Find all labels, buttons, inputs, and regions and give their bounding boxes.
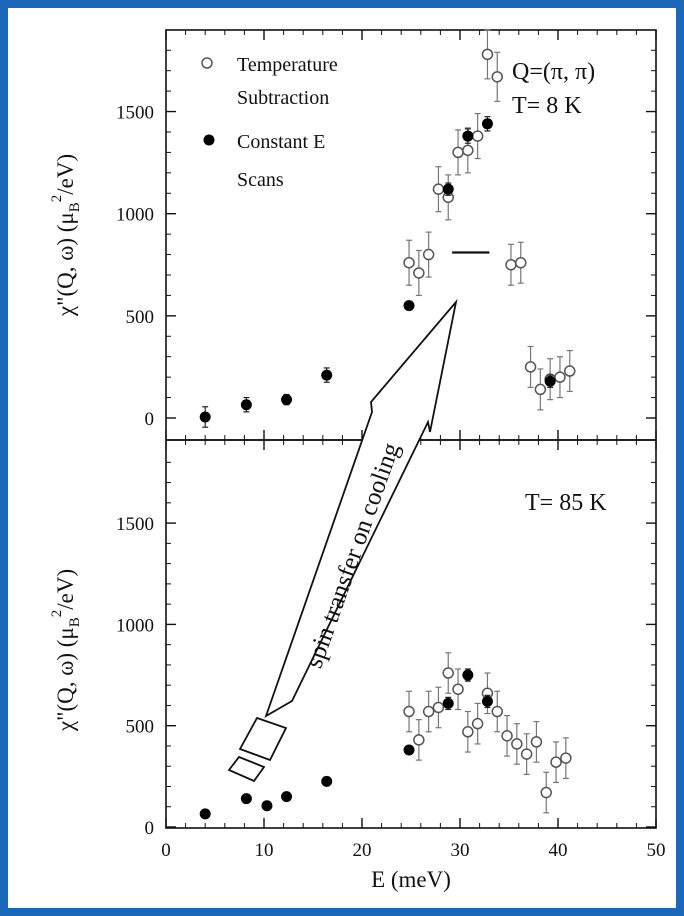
bottom-xlabel: E (meV) bbox=[371, 867, 451, 892]
top-open-point bbox=[432, 183, 445, 195]
top-open-point bbox=[505, 259, 517, 271]
bottom-filled-point bbox=[481, 695, 493, 707]
top-open-point bbox=[481, 48, 494, 61]
bottom-ytick-label: 1000 bbox=[116, 615, 154, 636]
top-open-point bbox=[403, 256, 415, 269]
arrow-body bbox=[264, 298, 458, 718]
top-q-annotation: Q=(π, π) bbox=[512, 59, 595, 85]
legend-open-marker bbox=[201, 57, 213, 69]
top-open-point bbox=[462, 144, 474, 157]
bottom-filled-point bbox=[240, 793, 252, 805]
bottom-open-point bbox=[550, 756, 562, 768]
bottom-open-point bbox=[422, 705, 435, 718]
bottom-filled-point bbox=[403, 744, 415, 756]
top-filled-point bbox=[321, 369, 333, 381]
bottom-xtick-label: 0 bbox=[161, 840, 171, 861]
bottom-open-point bbox=[462, 726, 474, 738]
bottom-open-point bbox=[501, 730, 513, 742]
bottom-xtick-label: 20 bbox=[353, 840, 372, 861]
top-filled-point bbox=[403, 300, 415, 312]
legend-label-constant-e: Constant E bbox=[237, 131, 325, 153]
bottom-open-point bbox=[530, 736, 543, 748]
bottom-open-point bbox=[452, 683, 464, 695]
bottom-open-point bbox=[432, 701, 445, 714]
top-open-point bbox=[554, 371, 566, 383]
top-filled-point bbox=[442, 183, 454, 195]
bottom-t-annotation: T= 85 K bbox=[525, 490, 607, 516]
legend-filled-marker bbox=[203, 134, 215, 146]
bottom-open-point bbox=[471, 717, 484, 730]
top-open-point bbox=[515, 256, 527, 269]
spin-transfer-arrow: spin transfer on cooling bbox=[227, 298, 458, 783]
top-open-point bbox=[413, 267, 425, 279]
top-t-annotation: T= 8 K bbox=[512, 93, 582, 119]
legend-label-scans: Scans bbox=[237, 169, 284, 191]
top-ytick-label: 1000 bbox=[116, 205, 154, 226]
top-open-point bbox=[491, 71, 503, 83]
arrow-dash-1 bbox=[238, 716, 288, 762]
legend-label-subtraction: Subtraction bbox=[237, 87, 329, 109]
top-ylabel: χ"(Q, ω) (μB2/eV) bbox=[49, 154, 83, 317]
legend-label-temperature: Temperature bbox=[237, 54, 338, 76]
bottom-open-point bbox=[520, 748, 533, 760]
bottom-xtick-label: 50 bbox=[647, 840, 666, 861]
bottom-ytick-label: 1500 bbox=[116, 514, 154, 535]
arrow-dash-2 bbox=[227, 755, 266, 783]
bottom-xtick-label: 30 bbox=[451, 840, 470, 861]
bottom-filled-point bbox=[442, 697, 454, 709]
bottom-open-point bbox=[403, 705, 415, 718]
bottom-xtick-label: 40 bbox=[549, 840, 568, 861]
bottom-open-point bbox=[413, 734, 425, 746]
bottom-xtick-label: 10 bbox=[255, 840, 274, 861]
bottom-open-point bbox=[511, 738, 523, 750]
top-filled-point bbox=[240, 399, 252, 411]
legend: Temperature Subtraction Constant E Scans bbox=[201, 54, 338, 191]
bottom-filled-point bbox=[261, 800, 273, 812]
top-open-point bbox=[524, 361, 537, 373]
top-open-point bbox=[534, 383, 547, 396]
top-ytick-label: 1500 bbox=[116, 103, 154, 124]
bottom-ylabel: χ"(Q, ω) (μB2/eV) bbox=[49, 569, 83, 732]
top-filled-point bbox=[481, 118, 493, 130]
top-filled-point bbox=[462, 130, 474, 142]
top-ytick-label: 0 bbox=[145, 409, 155, 430]
bottom-filled-point bbox=[281, 791, 293, 803]
bottom-filled-point bbox=[321, 775, 333, 787]
bottom-ytick-label: 500 bbox=[126, 717, 155, 738]
top-open-point bbox=[452, 146, 464, 159]
top-filled-point bbox=[281, 394, 293, 406]
bottom-filled-point bbox=[462, 669, 474, 681]
bottom-ytick-label: 0 bbox=[145, 818, 155, 839]
top-open-point bbox=[471, 130, 484, 142]
bottom-open-point bbox=[491, 705, 503, 718]
bottom-filled-point bbox=[199, 808, 211, 820]
top-open-point bbox=[422, 248, 435, 261]
bottom-open-point bbox=[540, 786, 552, 799]
bottom-open-point bbox=[560, 752, 572, 764]
top-ytick-label: 500 bbox=[126, 307, 155, 328]
top-filled-point bbox=[199, 411, 211, 423]
top-open-point bbox=[564, 365, 576, 377]
bottom-open-point bbox=[442, 667, 454, 679]
top-filled-point bbox=[544, 375, 556, 387]
